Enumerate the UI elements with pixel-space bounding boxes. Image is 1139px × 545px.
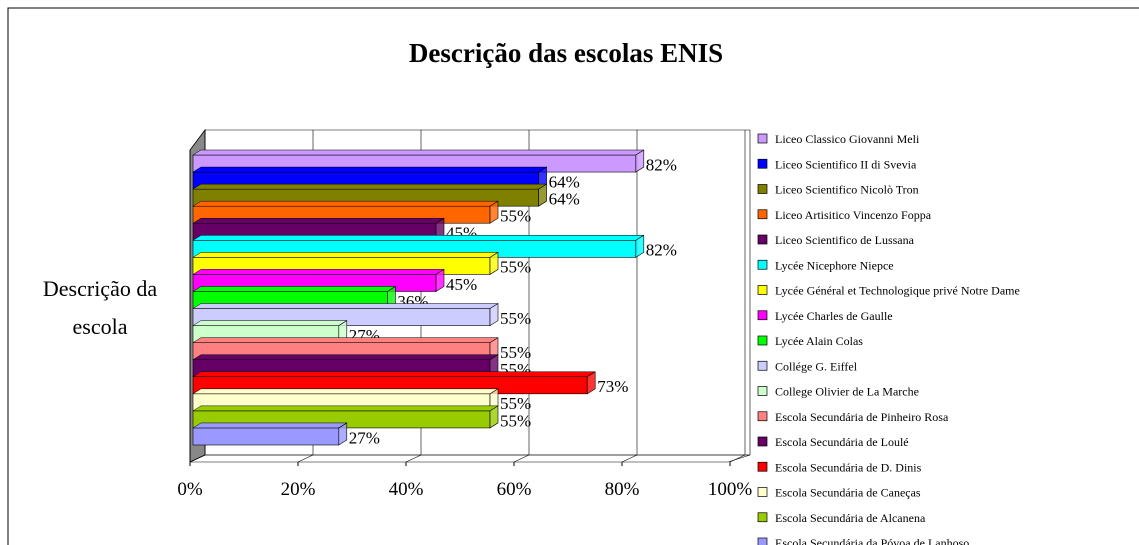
grid-line xyxy=(513,454,530,463)
bar xyxy=(192,427,340,446)
legend-label: Liceo Classico Giovanni Meli xyxy=(775,132,920,146)
data-label: 27% xyxy=(349,428,380,447)
x-tick-label: 80% xyxy=(605,479,640,500)
legend-label: Lycée Alain Colas xyxy=(775,334,863,348)
data-label: 55% xyxy=(500,411,531,430)
legend-label: Escola Secundária de D. Dinis xyxy=(775,460,922,474)
legend-label: Liceo Scientifico II di Svevia xyxy=(775,157,917,171)
bar-end xyxy=(489,405,499,429)
bar-end xyxy=(489,302,499,327)
data-label: 55% xyxy=(500,258,531,277)
grid-line xyxy=(405,454,422,463)
grid-line xyxy=(189,454,206,463)
bar-top xyxy=(192,235,645,241)
x-tick-label: 0% xyxy=(177,479,203,500)
bar-top xyxy=(192,303,499,309)
legend-label: Escola Secundária de Pinheiro Rosa xyxy=(775,410,949,424)
legend-swatch xyxy=(757,310,768,321)
legend-swatch xyxy=(757,209,768,220)
legend-label: Escola Secundária de Loulé xyxy=(775,435,909,449)
legend-swatch xyxy=(757,487,768,497)
legend-label: Escola Secundária de Alcanena xyxy=(775,511,926,525)
data-label: 82% xyxy=(646,241,677,260)
bar-end xyxy=(338,422,348,446)
legend-label: Lycée Charles de Gaulle xyxy=(775,309,893,323)
bar-end xyxy=(489,200,499,224)
legend-swatch xyxy=(757,411,768,422)
legend-swatch xyxy=(757,360,768,371)
bar-top xyxy=(192,217,445,224)
bar-top xyxy=(192,422,348,429)
chart-title: Descrição das escolas ENIS xyxy=(409,38,723,68)
grid-line xyxy=(729,454,746,463)
grid-line xyxy=(621,454,638,463)
legend-swatch xyxy=(757,537,768,545)
legend-swatch xyxy=(757,133,768,144)
bar-top xyxy=(192,371,597,378)
category-label: Descrição da escola xyxy=(42,276,158,339)
x-tick-label: 20% xyxy=(281,479,316,500)
legend-label: Collége G. Eiffel xyxy=(775,359,858,373)
bar-top xyxy=(192,183,548,190)
legend-swatch xyxy=(757,461,768,472)
x-tick-label: 40% xyxy=(389,479,424,500)
legend-swatch xyxy=(757,285,768,295)
bar-end xyxy=(635,149,645,173)
floor xyxy=(189,454,751,463)
bar-top xyxy=(192,320,348,326)
legend-swatch xyxy=(757,259,768,270)
legend-swatch xyxy=(757,386,768,396)
chart-border xyxy=(7,7,1139,545)
x-tick-label: 60% xyxy=(497,479,532,500)
bar-end xyxy=(586,371,596,395)
bar-top xyxy=(192,252,499,258)
data-label: 55% xyxy=(500,394,531,413)
data-label: 73% xyxy=(597,377,628,396)
bar-top xyxy=(192,200,499,207)
legend-label: Lycée Nicephore Niepce xyxy=(775,258,894,272)
legend-label: College Olivier de La Marche xyxy=(775,385,919,399)
data-label: 64% xyxy=(549,172,580,191)
data-label: 45% xyxy=(446,275,477,294)
data-label: 82% xyxy=(646,155,677,174)
legend-swatch xyxy=(757,335,768,346)
bar-top xyxy=(192,166,548,173)
bar-top xyxy=(192,354,499,360)
data-label: 55% xyxy=(500,207,531,226)
data-label: 55% xyxy=(500,343,531,362)
bar-top xyxy=(192,149,645,156)
legend-label: Liceo Scientifico de Lussana xyxy=(775,233,915,247)
legend-swatch xyxy=(757,234,768,245)
grid-line xyxy=(297,454,314,463)
bar-end xyxy=(635,234,645,258)
legend-label: Escola Secundária de Caneças xyxy=(775,486,921,500)
bar-end xyxy=(489,251,499,275)
bar-top xyxy=(192,405,499,412)
legend-label: Lycée Général et Technologique privé Not… xyxy=(775,284,1020,298)
bar-end xyxy=(435,268,445,293)
x-tick-label: 100% xyxy=(708,479,753,500)
legend-label: Liceo Artisitico Vincenzo Foppa xyxy=(775,208,932,222)
legend-swatch xyxy=(757,512,768,523)
bar-end xyxy=(538,183,547,207)
bar-top xyxy=(192,269,445,275)
legend-label: Escola Secundária da Póvoa de Lanhoso xyxy=(775,536,969,545)
legend-label: Liceo Scientifico Nicolò Tron xyxy=(775,183,919,197)
legend-swatch xyxy=(757,184,768,194)
legend-swatch xyxy=(757,158,768,169)
bar-top xyxy=(192,337,499,343)
data-label: 55% xyxy=(500,309,531,328)
bar-top xyxy=(192,286,397,292)
legend-swatch xyxy=(757,436,768,447)
data-label: 64% xyxy=(549,190,580,209)
bar-top xyxy=(192,388,499,395)
